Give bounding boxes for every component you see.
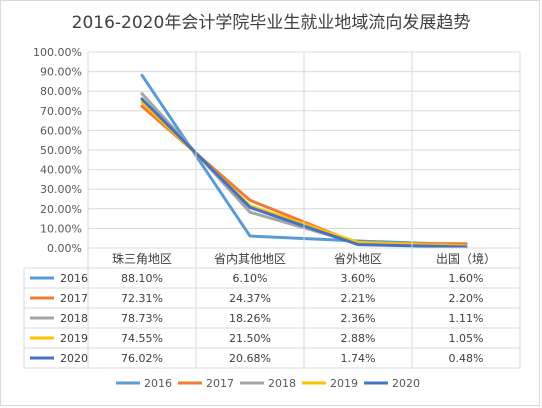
y-tick-label: 40.00%	[40, 164, 82, 177]
y-axis-tick-labels: 0.00% 10.00% 20.00% 30.00% 40.00% 50.00% 60.00…	[33, 46, 82, 255]
category-label: 省内其他地区	[214, 252, 286, 266]
category-label: 珠三角地区	[112, 252, 172, 266]
y-tick-label: 100.00%	[33, 46, 82, 59]
table-cell-value: 1.11%	[449, 312, 484, 325]
table-cell-value: 3.60%	[341, 272, 376, 285]
legend-label: 2016	[144, 377, 172, 390]
table-cell-value: 2.88%	[341, 332, 376, 345]
data-table: 珠三角地区 省内其他地区 省外地区 出国（境） 2016 88.10% 6.10% 3.60%…	[23, 52, 521, 369]
table-cell-value: 0.48%	[449, 352, 484, 365]
chart-title: 2016-2020年会计学院毕业生就业地域流向发展趋势	[71, 13, 471, 33]
legend-label: 2017	[206, 377, 234, 390]
y-tick-label: 20.00%	[40, 203, 82, 216]
table-cell-value: 2.20%	[449, 292, 484, 305]
category-label: 省外地区	[334, 252, 382, 266]
table-cell-value: 18.26%	[229, 312, 271, 325]
legend-label: 2018	[268, 377, 296, 390]
table-cell-value: 76.02%	[121, 352, 163, 365]
table-cell-value: 1.74%	[341, 352, 376, 365]
category-label: 出国（境）	[436, 251, 496, 266]
y-tick-label: 60.00%	[40, 124, 82, 137]
table-cell-value: 2.21%	[341, 292, 376, 305]
table-cell-value: 1.60%	[449, 272, 484, 285]
table-cell-value: 1.05%	[449, 332, 484, 345]
legend: 2016 2017 2018 2019 2020	[116, 377, 420, 390]
table-cell-value: 72.31%	[121, 292, 163, 305]
table-row-label: 2018	[60, 312, 88, 325]
table-row-label: 2019	[60, 332, 88, 345]
y-tick-label: 70.00%	[40, 105, 82, 118]
table-cell-value: 74.55%	[121, 332, 163, 345]
table-cell-value: 20.68%	[229, 352, 271, 365]
table-row-label: 2017	[60, 292, 88, 305]
y-tick-label: 0.00%	[47, 242, 82, 255]
table-cell-value: 6.10%	[233, 272, 268, 285]
table-cell-value: 78.73%	[121, 312, 163, 325]
y-tick-label: 30.00%	[40, 183, 82, 196]
legend-label: 2020	[392, 377, 420, 390]
table-cell-value: 24.37%	[229, 292, 271, 305]
table-cell-value: 21.50%	[229, 332, 271, 345]
y-tick-label: 10.00%	[40, 222, 82, 235]
table-cell-value: 2.36%	[341, 312, 376, 325]
y-tick-label: 50.00%	[40, 144, 82, 157]
table-row-label: 2016	[60, 272, 88, 285]
table-row-label: 2020	[60, 352, 88, 365]
table-cell-value: 88.10%	[121, 272, 163, 285]
y-tick-label: 90.00%	[40, 66, 82, 79]
y-tick-label: 80.00%	[40, 85, 82, 98]
legend-label: 2019	[330, 377, 358, 390]
